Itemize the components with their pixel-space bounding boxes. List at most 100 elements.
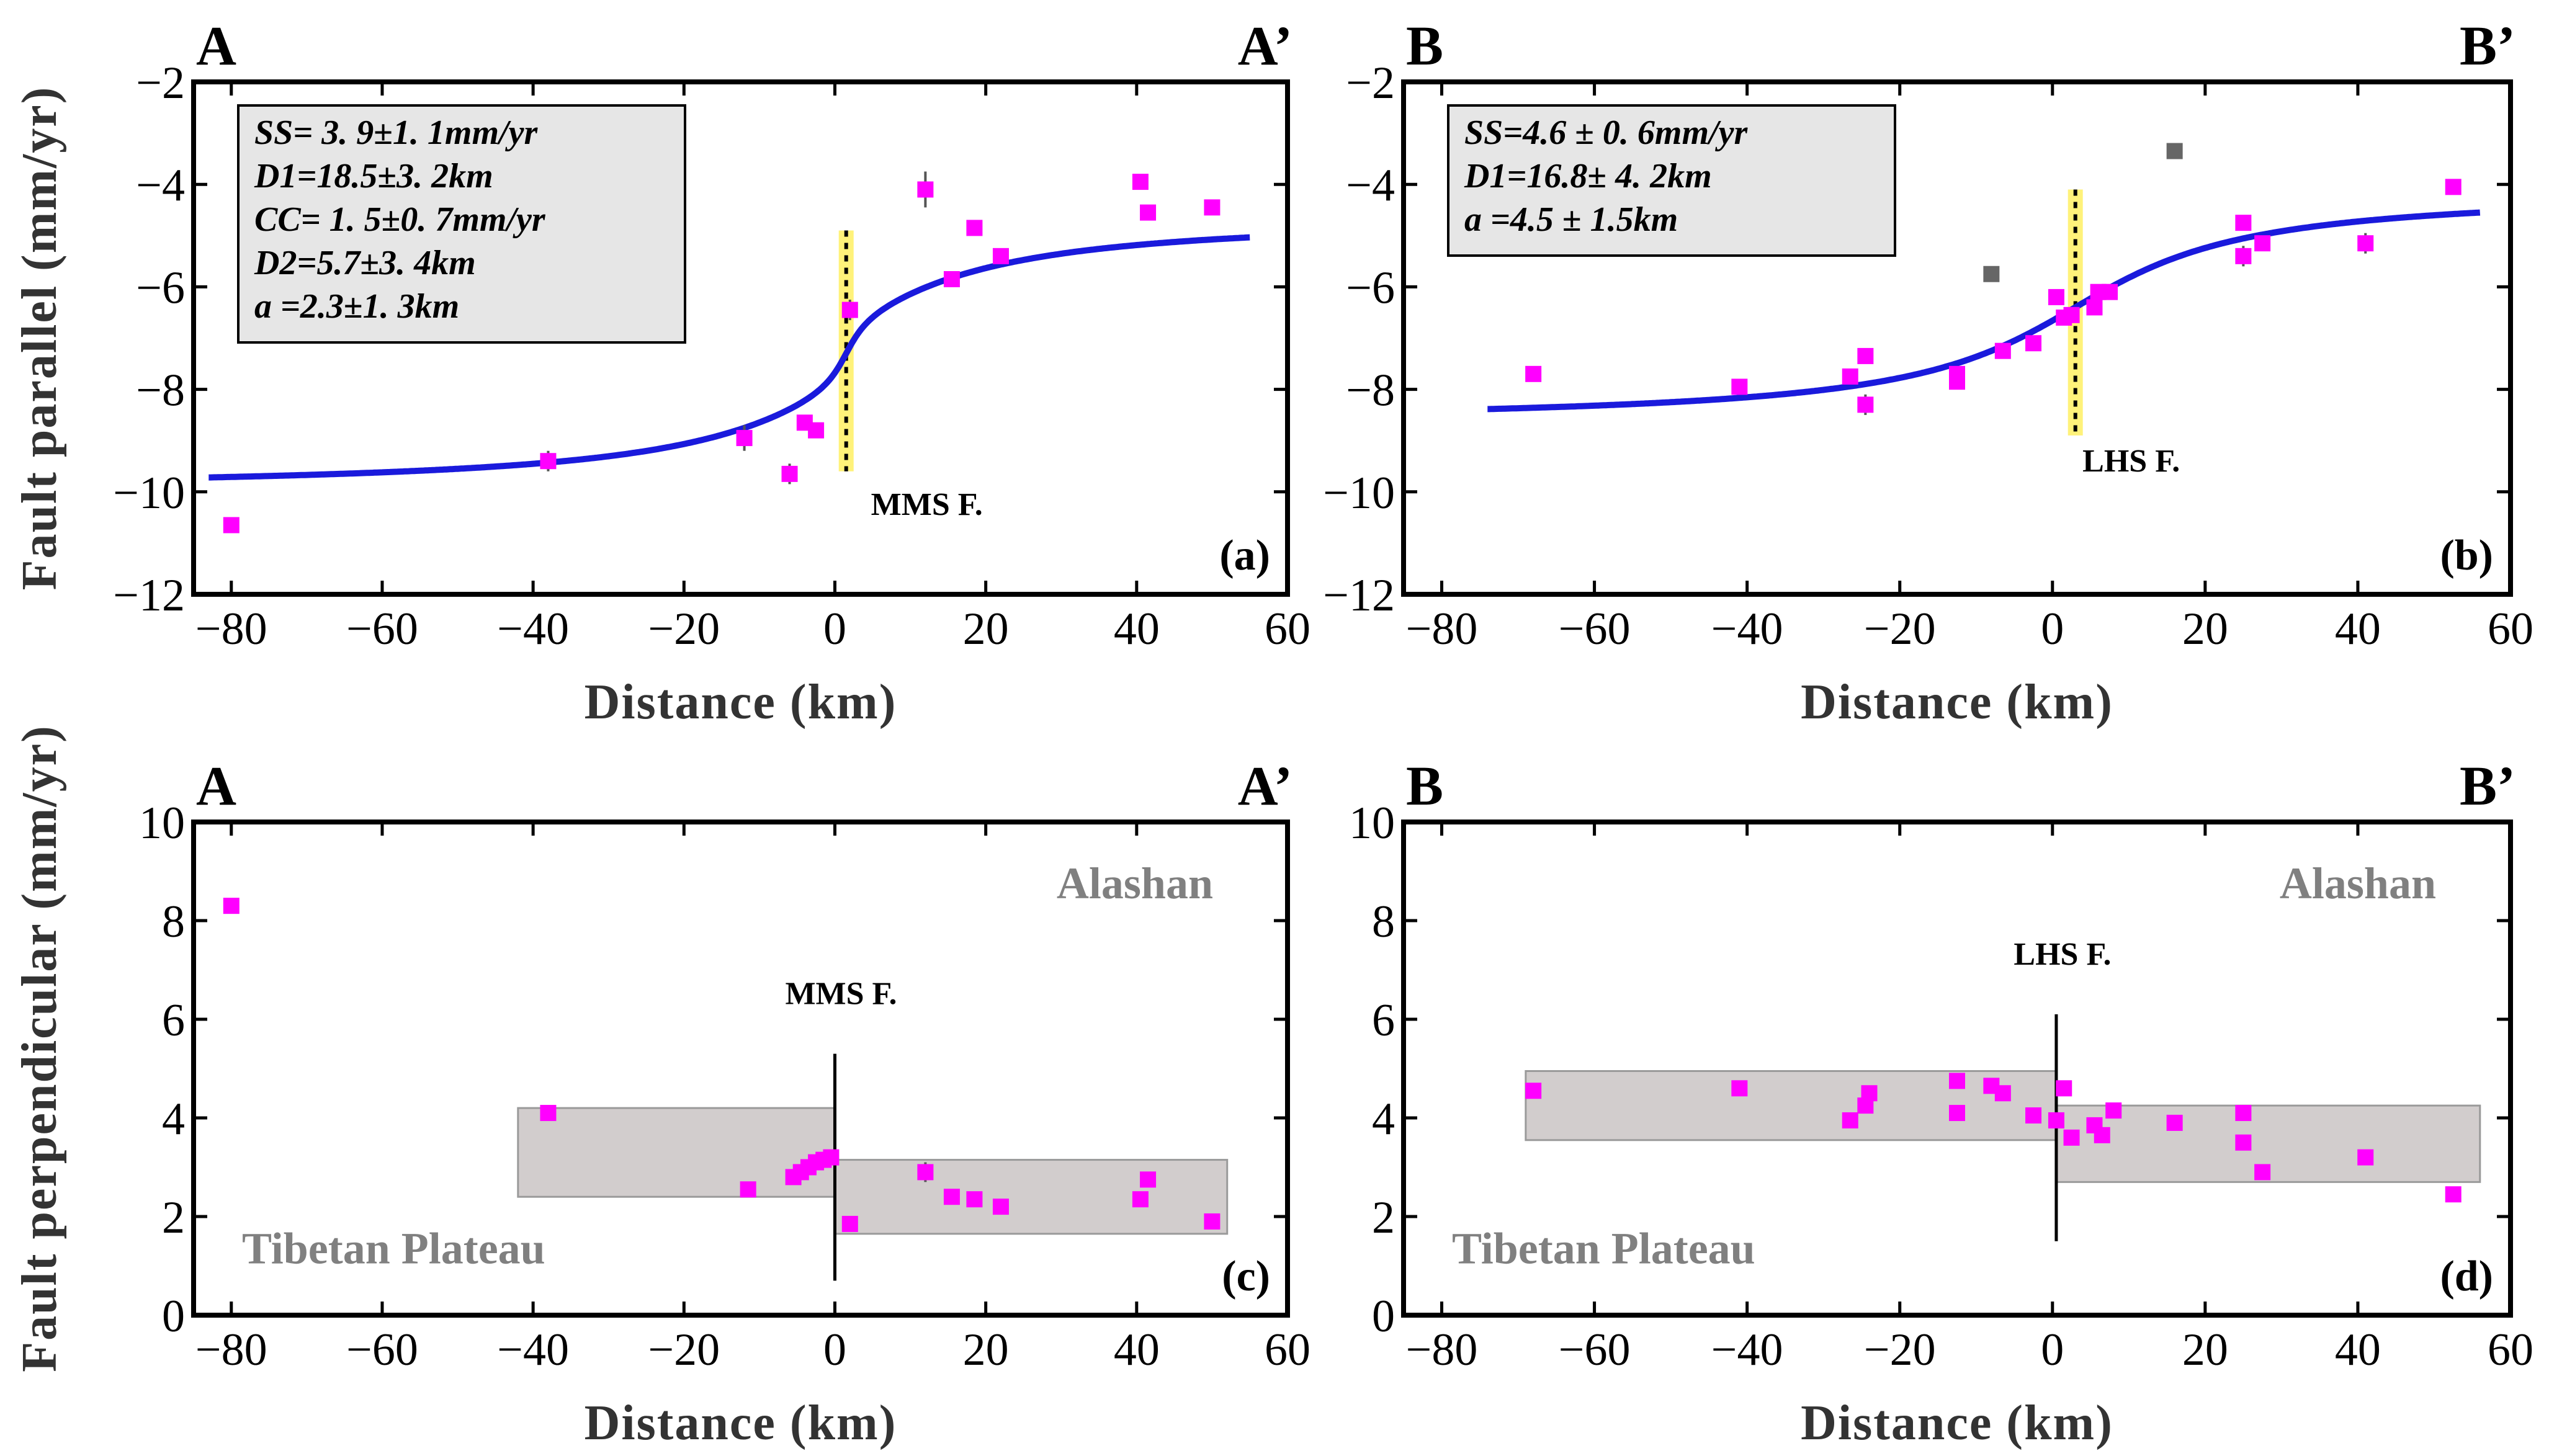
y-tick-label: 8: [162, 896, 185, 947]
x-tick-label: −20: [648, 604, 720, 654]
data-point: [917, 1164, 934, 1181]
parameter-text: D1=18.5±3. 2km: [254, 157, 493, 195]
data-point: [2056, 1080, 2072, 1097]
y-tick-label: 2: [1372, 1192, 1395, 1243]
parameter-box: [1447, 104, 1896, 257]
parameter-text: a =4.5 ± 1.5km: [1464, 200, 1678, 239]
region-label-alashan: Alashan: [1057, 859, 1213, 908]
x-tick-label: −80: [195, 1324, 267, 1375]
section-label-right: A’: [1238, 16, 1292, 77]
data-point: [943, 271, 960, 288]
x-tick-label: −80: [1406, 1324, 1478, 1375]
y-tick-label: −4: [136, 160, 185, 211]
data-point: [1842, 368, 1858, 385]
data-point: [2102, 284, 2118, 300]
y-tick-label: 10: [139, 798, 185, 849]
fault-label: LHS F.: [2082, 444, 2180, 479]
data-point: [1132, 1191, 1149, 1208]
x-tick-label: −60: [346, 1324, 418, 1375]
x-tick-label: −20: [1864, 604, 1936, 654]
x-tick-label: 0: [2041, 1324, 2064, 1375]
x-tick-label: 60: [2488, 604, 2533, 654]
section-label-left: A: [196, 756, 236, 817]
y-tick-label: −12: [113, 570, 185, 621]
x-axis-label: Distance (km): [1801, 1396, 2113, 1450]
parameter-text: D1=16.8± 4. 2km: [1464, 157, 1712, 195]
panel-label: (b): [2440, 532, 2493, 579]
x-tick-label: −40: [497, 1324, 569, 1375]
region-label-tibetan-plateau: Tibetan Plateau: [242, 1224, 545, 1274]
y-tick-label: −8: [1346, 365, 1395, 416]
data-point: [1994, 1085, 2011, 1102]
section-label-left: B: [1406, 16, 1443, 77]
data-point: [2254, 1164, 2271, 1181]
data-point: [966, 1191, 983, 1208]
data-point: [740, 1181, 756, 1198]
data-point: [1731, 378, 1748, 395]
data-point: [1857, 347, 1874, 364]
y-tick-label: 4: [162, 1094, 185, 1145]
x-tick-label: −60: [1559, 1324, 1631, 1375]
data-point: [1949, 373, 1965, 390]
x-tick-label: 20: [2182, 604, 2228, 654]
data-point: [2025, 335, 2042, 352]
data-point: [2445, 1186, 2462, 1203]
data-point: [2025, 1107, 2042, 1124]
data-point: [2357, 235, 2374, 252]
data-point: [1857, 396, 1874, 413]
y-axis-label-fault-perpendicular: Fault perpendicular (mm/yr): [12, 725, 67, 1372]
data-point: [992, 1199, 1009, 1215]
fault-label: MMS F.: [785, 976, 897, 1012]
plot-frame: [191, 820, 1290, 1318]
parameter-box: [237, 104, 686, 344]
data-point: [2048, 288, 2064, 305]
x-tick-label: −40: [1711, 1324, 1783, 1375]
fault-label: MMS F.: [871, 487, 983, 522]
y-tick-label: −4: [1346, 160, 1395, 211]
parameter-text: SS= 3. 9±1. 1mm/yr: [254, 114, 538, 152]
region-label-tibetan-plateau: Tibetan Plateau: [1452, 1224, 1755, 1274]
data-point: [2357, 1149, 2374, 1166]
data-point: [2063, 1129, 2080, 1146]
velocity-band-1: [1525, 1070, 2058, 1141]
x-tick-label: 60: [1265, 1324, 1310, 1375]
x-tick-label: −80: [195, 604, 267, 654]
panel-a: −80 −60 −40 −20 0 20 40 60 −2 −4 −6 −8 −10 −12 Distanc…: [113, 16, 1310, 730]
velocity-band-2: [833, 1159, 1229, 1235]
x-tick-label: 20: [963, 1324, 1009, 1375]
x-tick-label: −40: [497, 604, 569, 654]
y-tick-label: 8: [1372, 896, 1395, 947]
plot-frame: [1401, 820, 2513, 1318]
y-tick-label: −8: [136, 365, 185, 416]
x-tick-label: −60: [346, 604, 418, 654]
data-point: [1204, 199, 1221, 216]
panel-label: (c): [1222, 1253, 1270, 1300]
x-tick-label: −60: [1559, 604, 1631, 654]
data-point: [808, 422, 825, 439]
x-tick-label: 0: [2041, 604, 2064, 654]
y-axis-label-fault-parallel: Fault parallel (mm/yr): [12, 86, 67, 591]
section-label-right: B’: [2460, 756, 2515, 817]
x-axis-label: Distance (km): [585, 1396, 897, 1450]
y-tick-label: −6: [136, 262, 185, 313]
data-point: [2235, 248, 2252, 264]
data-point: [2094, 1127, 2110, 1143]
y-tick-label: −10: [113, 468, 185, 519]
data-point: [823, 1149, 840, 1166]
data-point: [223, 898, 240, 914]
y-tick-label: 6: [1372, 995, 1395, 1046]
y-tick-label: −2: [136, 58, 185, 109]
plot-frame: [1401, 79, 2513, 597]
x-tick-label: −20: [1864, 1324, 1936, 1375]
data-point: [1140, 204, 1157, 221]
data-point: [943, 1189, 960, 1205]
panel-b: −80 −60 −40 −20 0 20 40 60 −2 −4 −6 −8 −10 −12 Distanc…: [1323, 16, 2533, 730]
x-tick-label: 40: [1114, 1324, 1160, 1375]
panel-label: (d): [2440, 1253, 2493, 1300]
y-tick-label: −2: [1346, 58, 1395, 109]
velocity-band-1: [517, 1107, 836, 1198]
y-tick-label: 0: [162, 1291, 185, 1342]
x-tick-label: −80: [1406, 604, 1478, 654]
data-point: [1731, 1080, 1748, 1097]
region-label-alashan: Alashan: [2280, 859, 2436, 908]
